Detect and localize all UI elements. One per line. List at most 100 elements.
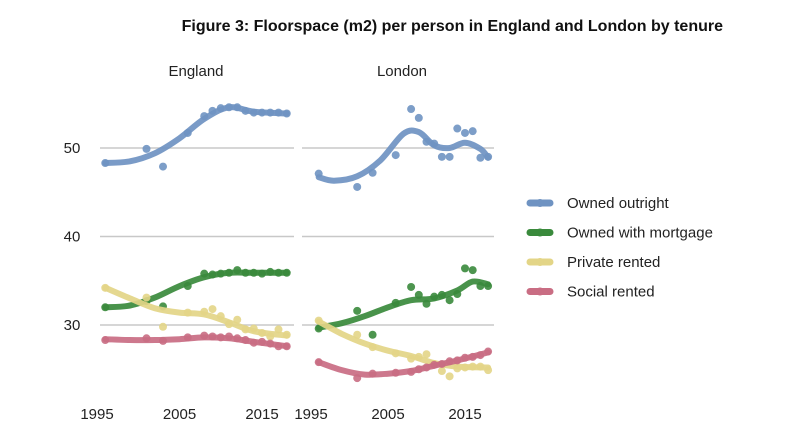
point-london-social-rented-2011 — [430, 360, 439, 369]
point-england-private-rented-2015 — [258, 328, 266, 337]
point-london-owned-with-mortgage-2010 — [422, 299, 431, 308]
point-england-owned-with-mortgage-2015 — [258, 269, 266, 278]
x-tick-label-2005-panel-1: 2005 — [371, 406, 404, 423]
point-london-social-rented-2008 — [407, 367, 416, 376]
point-england-private-rented-2012 — [233, 315, 242, 324]
point-london-social-rented-2015 — [461, 353, 469, 362]
point-england-owned-with-mortgage-2012 — [233, 266, 242, 275]
point-london-social-rented-2009 — [414, 365, 423, 374]
point-london-owned-outright-2016 — [468, 127, 477, 136]
y-tick-label-30: 30 — [64, 317, 81, 334]
point-london-private-rented-2017 — [476, 362, 485, 371]
point-england-owned-outright-1996 — [101, 159, 110, 168]
point-london-social-rented-2006 — [391, 368, 400, 377]
point-england-private-rented-2003 — [159, 322, 167, 331]
point-london-owned-with-mortgage-2009 — [414, 290, 423, 299]
point-london-private-rented-2016 — [468, 362, 477, 371]
point-england-owned-with-mortgage-2009 — [208, 270, 217, 279]
point-london-owned-with-mortgage-2015 — [461, 264, 469, 273]
legend-label-owned-outright: Owned outright — [567, 195, 670, 212]
point-london-social-rented-2010 — [422, 363, 431, 372]
point-england-private-rented-2014 — [249, 324, 258, 333]
point-england-private-rented-1996 — [101, 283, 110, 292]
point-london-owned-outright-2018 — [484, 152, 493, 161]
point-london-owned-outright-2001 — [353, 182, 362, 191]
x-tick-label-1995-panel-1: 1995 — [294, 406, 327, 423]
x-tick-label-2015-panel-1: 2015 — [448, 406, 481, 423]
legend-swatch-dot-owned-outright — [536, 199, 544, 207]
trend-line-london-owned-with-mortgage — [315, 278, 492, 331]
point-london-social-rented-2001 — [353, 374, 362, 383]
point-london-owned-outright-2011 — [430, 139, 439, 148]
trend-line-london-owned-outright — [315, 127, 492, 184]
panel-london — [314, 105, 493, 383]
point-england-social-rented-2001 — [142, 334, 151, 343]
trend-line-england-private-rented — [102, 284, 290, 339]
point-england-owned-outright-2009 — [208, 106, 217, 115]
legend-label-private-rented: Private rented — [567, 254, 660, 271]
point-england-owned-with-mortgage-2006 — [183, 282, 192, 291]
point-london-owned-with-mortgage-2006 — [391, 298, 400, 307]
point-england-owned-with-mortgage-2017 — [274, 268, 283, 277]
point-england-owned-outright-2017 — [274, 108, 283, 117]
point-england-private-rented-2008 — [200, 307, 209, 316]
point-london-owned-outright-2015 — [461, 128, 469, 137]
point-england-social-rented-2012 — [233, 334, 242, 343]
point-england-owned-outright-2001 — [142, 144, 151, 153]
point-england-owned-outright-2012 — [233, 103, 242, 112]
point-england-owned-with-mortgage-2016 — [266, 267, 275, 276]
legend-swatch-dot-owned-with-mortgage — [536, 228, 544, 237]
point-england-owned-outright-2014 — [249, 108, 258, 117]
point-london-social-rented-2017 — [476, 351, 485, 360]
point-london-owned-outright-2017 — [476, 153, 485, 162]
point-england-private-rented-2009 — [208, 305, 217, 314]
point-england-social-rented-2003 — [159, 336, 167, 345]
point-london-owned-with-mortgage-2017 — [476, 282, 485, 291]
point-england-social-rented-1996 — [101, 336, 110, 345]
legend-label-social-rented: Social rented — [567, 284, 655, 301]
point-england-social-rented-2010 — [216, 333, 225, 342]
x-tick-label-2015-panel-0: 2015 — [245, 406, 278, 423]
point-london-owned-with-mortgage-2013 — [445, 296, 454, 305]
point-england-owned-with-mortgage-2018 — [282, 268, 291, 277]
point-london-private-rented-2010 — [422, 350, 431, 359]
point-england-owned-outright-2016 — [266, 108, 275, 117]
point-england-social-rented-2006 — [183, 333, 192, 342]
point-london-private-rented-2003 — [368, 343, 377, 352]
point-london-owned-with-mortgage-2012 — [437, 290, 446, 299]
point-london-owned-outright-2008 — [407, 105, 416, 114]
point-london-private-rented-2001 — [353, 330, 362, 339]
point-england-owned-with-mortgage-2013 — [241, 268, 250, 277]
point-england-owned-outright-2003 — [159, 162, 167, 171]
x-axis-ticks: 1995 2005 2015 1995 2005 2015 — [80, 406, 481, 423]
point-london-owned-outright-2006 — [391, 151, 400, 160]
point-london-owned-with-mortgage-2008 — [407, 282, 416, 291]
chart-title: Figure 3: Floorspace (m2) per person in … — [182, 18, 723, 35]
point-england-owned-outright-2011 — [225, 103, 233, 112]
y-axis-ticks: 30 40 50 — [64, 140, 81, 334]
point-england-social-rented-2009 — [208, 332, 217, 341]
point-england-social-rented-2011 — [225, 332, 233, 341]
point-england-private-rented-2017 — [274, 325, 283, 334]
point-england-private-rented-2018 — [282, 330, 291, 339]
x-tick-label-1995-panel-0: 1995 — [80, 406, 113, 423]
point-england-social-rented-2016 — [266, 339, 275, 348]
y-tick-label-50: 50 — [64, 140, 81, 157]
x-tick-label-2005-panel-0: 2005 — [163, 406, 196, 423]
point-england-owned-outright-2010 — [216, 104, 225, 113]
point-england-social-rented-2008 — [200, 331, 209, 340]
panel-title-england: England — [168, 63, 223, 80]
panel-england — [101, 103, 291, 351]
point-england-social-rented-2014 — [249, 338, 258, 347]
point-london-private-rented-2015 — [461, 363, 469, 372]
point-england-social-rented-2018 — [282, 342, 291, 351]
point-london-private-rented-2008 — [407, 354, 416, 363]
point-england-owned-outright-2008 — [200, 112, 209, 121]
point-london-owned-outright-2003 — [368, 168, 377, 177]
point-england-owned-outright-2015 — [258, 108, 266, 117]
point-london-social-rented-2013 — [445, 357, 454, 366]
point-london-owned-with-mortgage-2003 — [368, 330, 377, 339]
point-london-social-rented-2012 — [437, 359, 446, 368]
point-england-owned-with-mortgage-2010 — [216, 269, 225, 278]
